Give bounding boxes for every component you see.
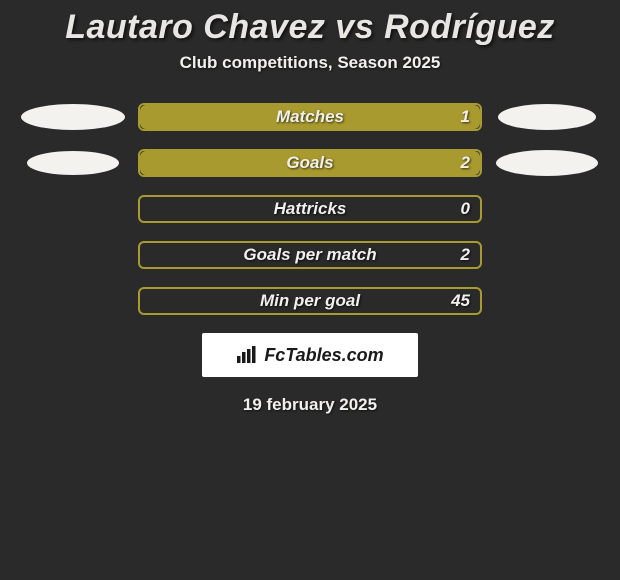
stat-bar: Min per goal 45 [138,287,482,315]
page-title: Lautaro Chavez vs Rodríguez [0,0,620,47]
date-text: 19 february 2025 [0,395,620,415]
page-subtitle: Club competitions, Season 2025 [0,53,620,73]
stat-bar: Hattricks 0 [138,195,482,223]
stats-rows: Matches 1 Goals 2 Hattricks 0 [0,103,620,315]
right-slot [482,104,590,130]
left-slot [30,151,138,175]
stat-value: 45 [451,289,470,313]
stat-row: Matches 1 [0,103,620,131]
stat-row: Goals per match 2 [0,241,620,269]
stat-label: Goals per match [140,243,480,267]
stat-value: 0 [461,197,470,221]
stat-row: Hattricks 0 [0,195,620,223]
stat-bar: Goals 2 [138,149,482,177]
stat-row: Min per goal 45 [0,287,620,315]
stat-label: Min per goal [140,289,480,313]
player1-ellipse-icon [27,151,119,175]
stat-value: 2 [461,151,470,175]
right-slot [482,150,590,176]
stat-value: 2 [461,243,470,267]
logo-text: FcTables.com [264,345,383,366]
player2-ellipse-icon [496,150,598,176]
stat-bar: Matches 1 [138,103,482,131]
stat-label: Goals [140,151,480,175]
stat-bar: Goals per match 2 [138,241,482,269]
player1-ellipse-icon [21,104,125,130]
left-slot [30,104,138,130]
player2-ellipse-icon [498,104,596,130]
stat-label: Matches [140,105,480,129]
stat-row: Goals 2 [0,149,620,177]
fctables-logo[interactable]: FcTables.com [202,333,418,377]
logo-inner: FcTables.com [236,345,383,366]
stat-value: 1 [461,105,470,129]
bars-icon [236,346,258,364]
stat-label: Hattricks [140,197,480,221]
